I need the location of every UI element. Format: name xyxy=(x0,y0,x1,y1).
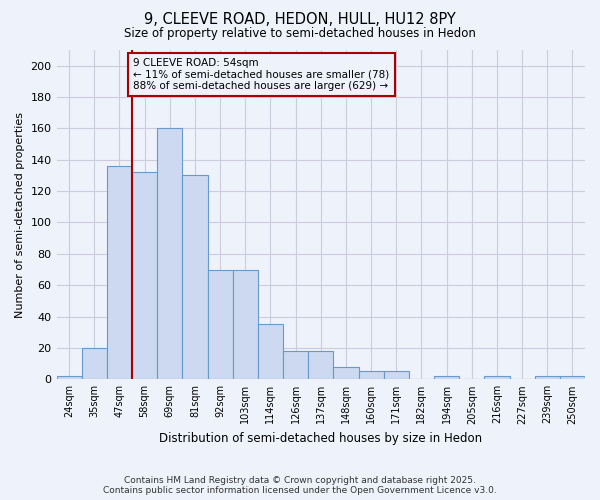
Bar xyxy=(283,351,308,380)
Bar xyxy=(107,166,132,380)
Bar xyxy=(484,376,509,380)
Bar xyxy=(434,376,459,380)
Bar xyxy=(334,367,359,380)
Bar xyxy=(258,324,283,380)
Bar xyxy=(157,128,182,380)
Text: 9, CLEEVE ROAD, HEDON, HULL, HU12 8PY: 9, CLEEVE ROAD, HEDON, HULL, HU12 8PY xyxy=(144,12,456,28)
Bar xyxy=(359,372,383,380)
Y-axis label: Number of semi-detached properties: Number of semi-detached properties xyxy=(15,112,25,318)
Bar xyxy=(132,172,157,380)
Text: Contains HM Land Registry data © Crown copyright and database right 2025.
Contai: Contains HM Land Registry data © Crown c… xyxy=(103,476,497,495)
Bar xyxy=(383,372,409,380)
Bar xyxy=(308,351,334,380)
Bar xyxy=(535,376,560,380)
Bar xyxy=(560,376,585,380)
Bar xyxy=(233,270,258,380)
Bar xyxy=(56,376,82,380)
Bar xyxy=(182,176,208,380)
Text: 9 CLEEVE ROAD: 54sqm
← 11% of semi-detached houses are smaller (78)
88% of semi-: 9 CLEEVE ROAD: 54sqm ← 11% of semi-detac… xyxy=(133,58,389,91)
Bar xyxy=(208,270,233,380)
Bar xyxy=(82,348,107,380)
X-axis label: Distribution of semi-detached houses by size in Hedon: Distribution of semi-detached houses by … xyxy=(159,432,482,445)
Text: Size of property relative to semi-detached houses in Hedon: Size of property relative to semi-detach… xyxy=(124,28,476,40)
